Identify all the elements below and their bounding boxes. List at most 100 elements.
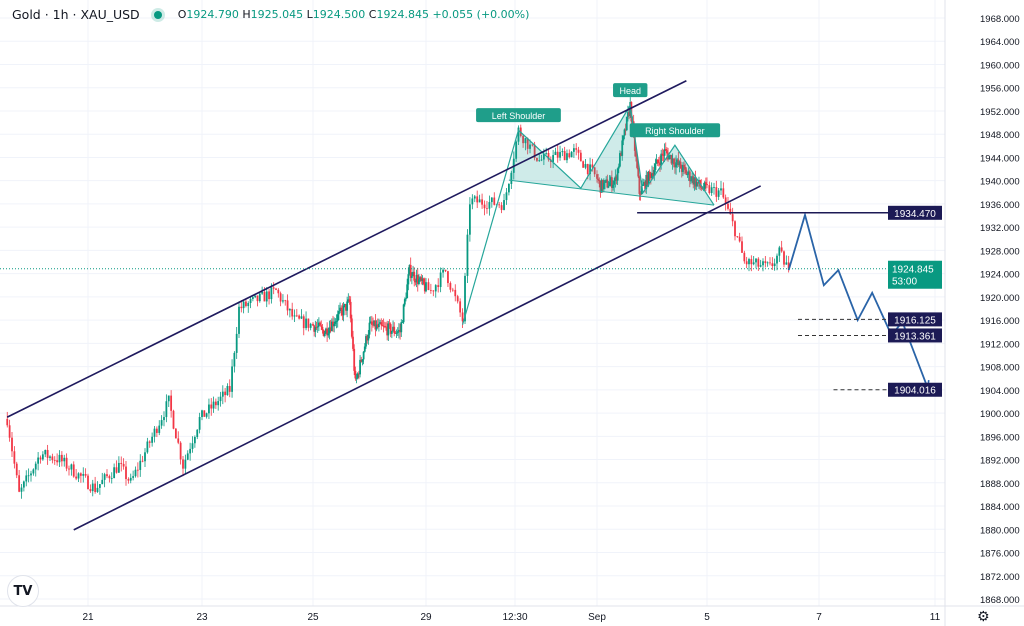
tradingview-logo[interactable]: TV [7,575,39,607]
candle-body [596,174,598,179]
candle-body [208,404,210,414]
candle-body [636,156,639,168]
candle-body [337,311,340,315]
candle-body [387,323,390,336]
candle-body [370,321,373,325]
candle-body [614,176,617,181]
candle-body [212,401,215,409]
candle-body [708,185,711,194]
candle-body [182,459,184,469]
candle-body [263,291,266,302]
gear-icon[interactable]: ⚙ [977,609,990,625]
candle-body [638,176,641,194]
price-level-tag [888,205,942,220]
candle-body [664,148,667,151]
candle-body [685,169,688,175]
candle-body [84,474,87,476]
candle-body [398,329,400,332]
candle-body [706,184,708,186]
candle-body [449,283,452,290]
candle-body [591,164,594,168]
candle-body [483,204,486,209]
candle-body [37,457,40,464]
candle-body [335,321,338,322]
candle-body [408,264,411,275]
candle-body [27,475,30,477]
candle-body [704,182,707,185]
candle-body [272,287,275,289]
candle-body [115,467,118,473]
candle-body [242,301,245,309]
candle-body [640,186,643,195]
candle-body [361,359,364,362]
candle-body [409,264,412,278]
price-level-label: 1904.016 [894,386,936,397]
candle-body [710,187,713,194]
price-level-label: 1913.361 [894,331,936,342]
y-tick-label: 1964.000 [980,37,1020,48]
candle-body [322,329,325,336]
x-tick-label: 21 [82,612,94,623]
candle-body [328,327,331,334]
candle-body [617,166,620,169]
candle-body [392,326,394,332]
candle-body [251,297,254,299]
candle-body [466,234,469,276]
candle-body [778,247,781,256]
candle-body [155,428,158,433]
candle-body [687,171,690,175]
candle-body [368,322,371,335]
candle-body [680,168,683,172]
candle-body [672,158,675,165]
candle-body [582,161,585,168]
candle-body [79,473,82,476]
candle-body [413,271,416,281]
y-tick-label: 1928.000 [980,246,1020,257]
candle-body [745,261,748,265]
candle-body [129,477,132,481]
candle-body [447,271,449,284]
candle-body [60,454,63,462]
candle-body [679,161,682,169]
y-tick-label: 1968.000 [980,14,1020,25]
candle-body [363,346,366,352]
candle-body [25,475,28,482]
candle-body [6,418,9,426]
candle-body [690,180,692,182]
candle-body [30,473,32,476]
candle-body [217,401,220,406]
candle-body [165,401,168,418]
candle-body [674,164,676,168]
candle-body [604,180,606,183]
candle-body [416,274,419,285]
candle-body [738,236,741,242]
candle-body [249,298,252,304]
candle-body [39,457,42,460]
candle-body [402,304,405,323]
symbol-title[interactable]: Gold · 1h · XAU_USD [12,7,140,22]
candle-body [780,247,783,252]
candle-body [437,285,440,288]
candle-body [332,321,334,327]
candle-body [189,448,192,454]
candle-body [662,154,665,156]
candle-body [731,214,734,222]
candle-body [313,325,316,332]
candle-body [51,456,54,461]
candle-body [755,258,757,263]
candle-body [522,135,524,144]
candle-body [141,460,144,462]
candle-body [240,306,243,309]
pattern-label: Right Shoulder [645,126,705,136]
candle-body [258,293,261,302]
candle-body [179,442,182,460]
candle-body [486,208,488,210]
chart-legend: Gold · 1h · XAU_USD O1924.790 H1925.045 … [12,7,529,22]
candle-body [383,325,386,327]
candle-body [353,348,356,371]
candle-body [11,437,13,452]
candle-body [380,322,383,326]
candle-body [776,255,778,264]
candle-body [385,326,387,328]
